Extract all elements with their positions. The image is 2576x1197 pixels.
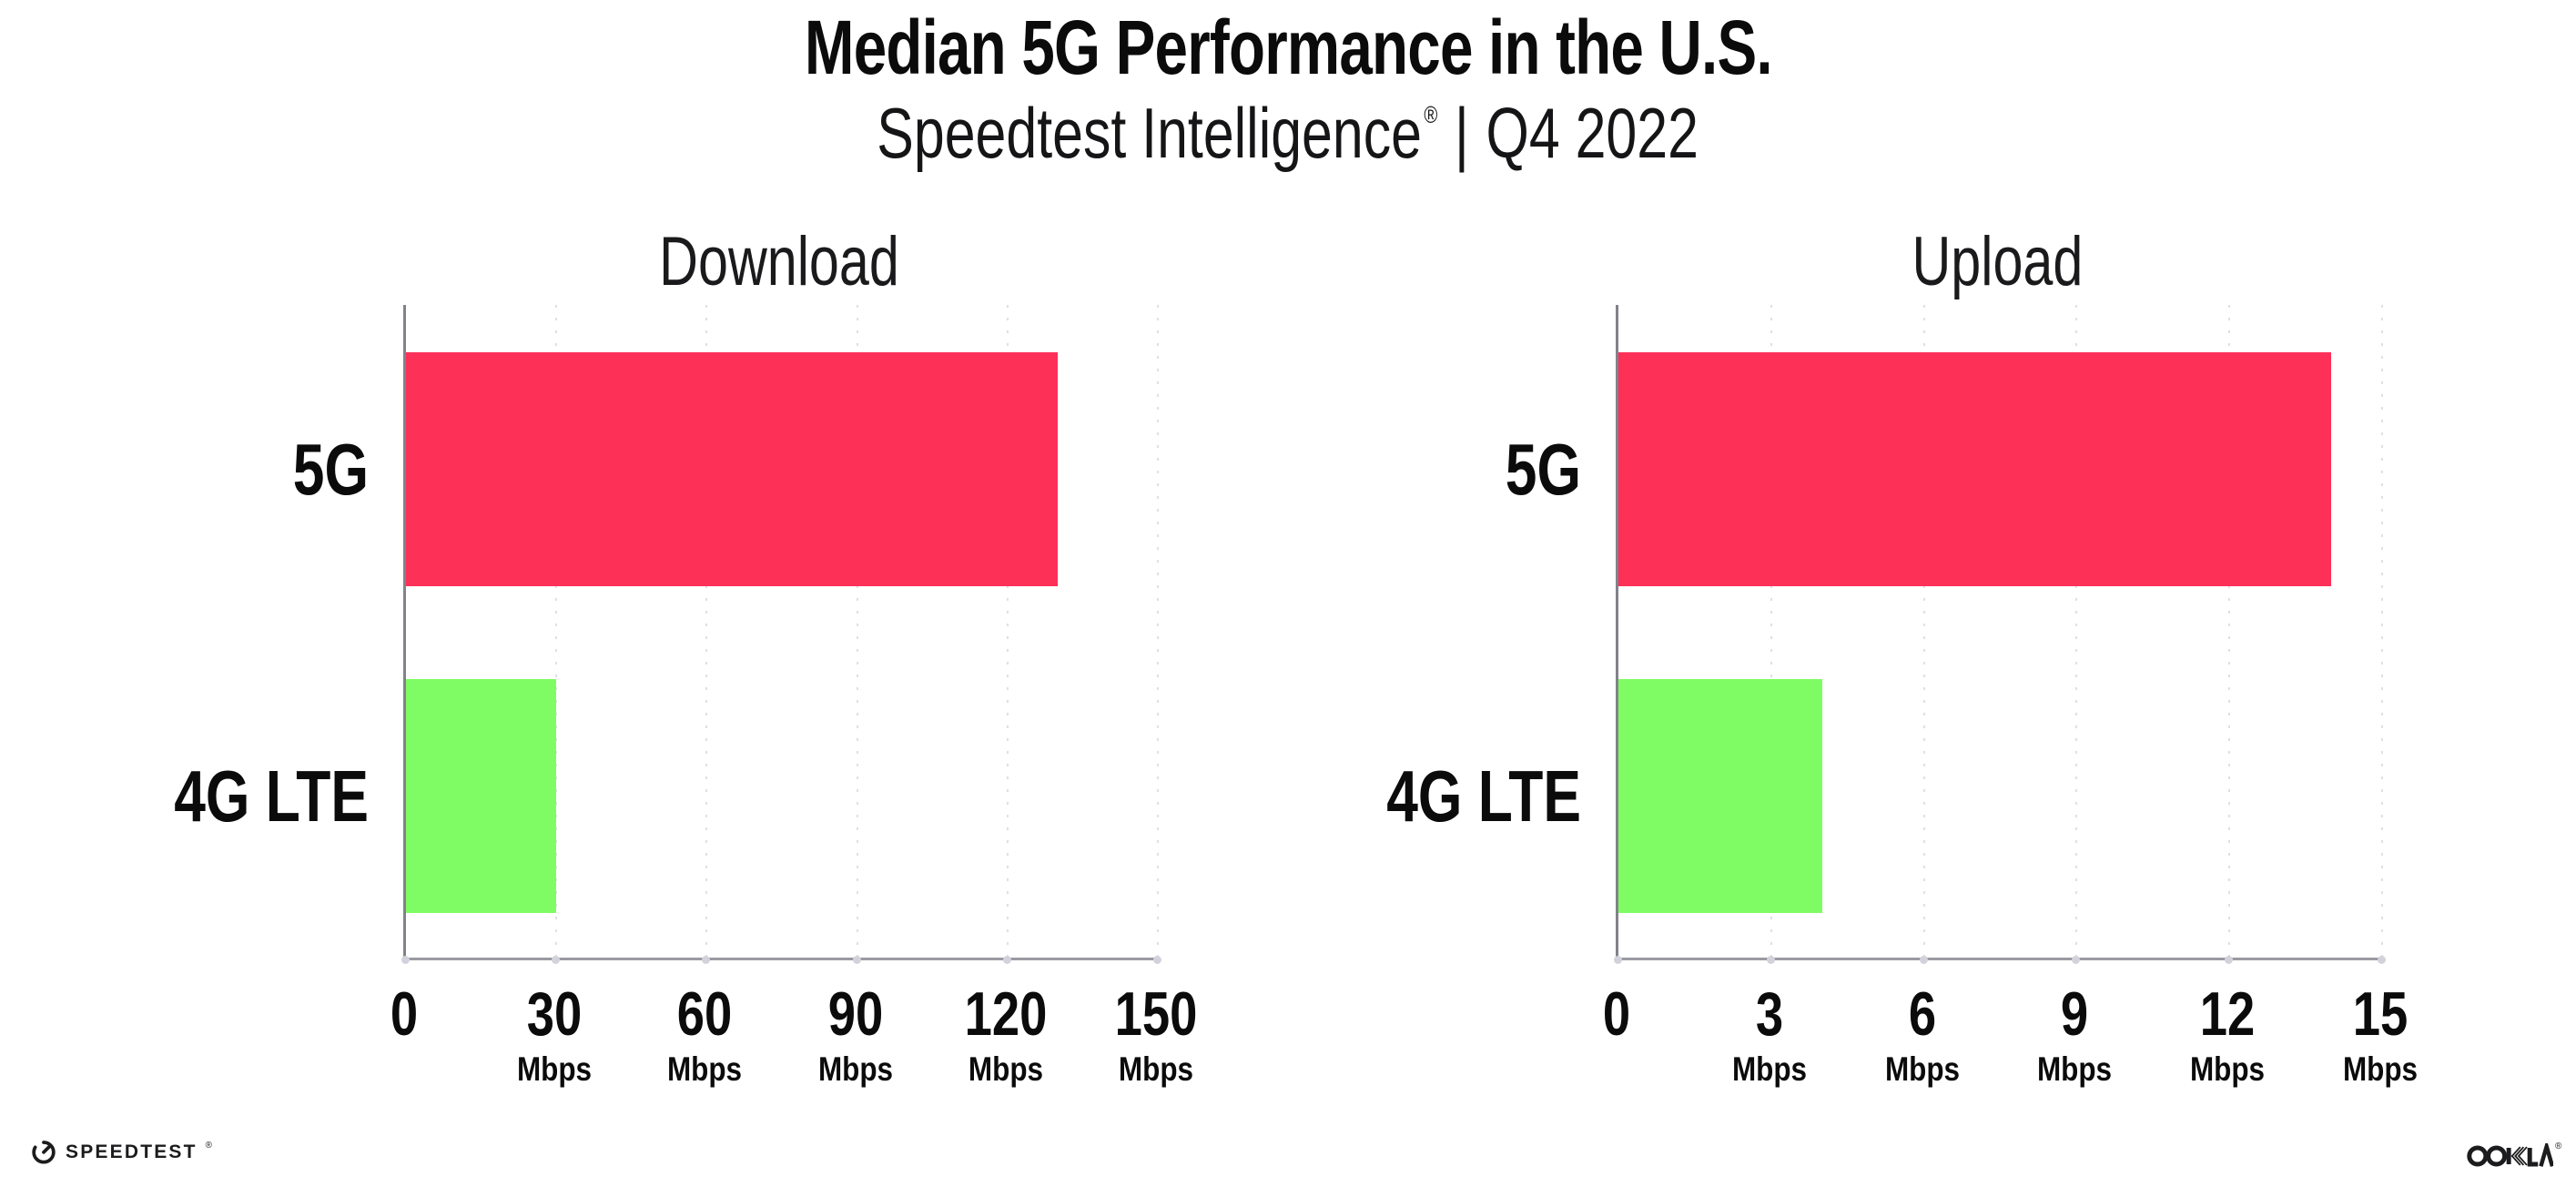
x-tick-unit: Mbps [968,1050,1043,1088]
gridline [1006,305,1009,958]
upload-chart-title: Upload [1912,223,2084,300]
x-tick-unit: Mbps [2037,1050,2113,1088]
registered-trademark-symbol: ® [1424,101,1438,128]
axis-tick-dot [1153,956,1161,964]
upload-x-axis: 0 3 Mbps 6 Mbps 9 Mbps 12 Mbps 15 Mbps [1603,983,2418,1111]
axis-tick-dot [552,956,561,964]
x-tick-unit: Mbps [2342,1050,2419,1088]
x-tick-unit: Mbps [817,1050,893,1088]
axis-tick-dot [1002,956,1011,964]
speedtest-logo: SPEEDTEST ® [30,1138,212,1165]
x-tick-label: 9 Mbps [2031,983,2119,1086]
axis-tick-dot [401,956,410,964]
speedtest-wordmark: SPEEDTEST [66,1141,198,1162]
category-label: 5G [292,428,369,510]
download-chart-title: Download [659,223,899,300]
upload-category-labels: 5G 4G LTE [1240,305,1581,958]
upload-plot-area [1614,305,2386,964]
gridline [856,305,858,958]
x-tick-value: 60 [677,979,733,1049]
x-tick-value: 0 [1602,979,1631,1049]
x-tick-label: 15 Mbps [2337,983,2425,1086]
download-category-labels: 5G 4G LTE [27,305,369,958]
x-tick-unit: Mbps [1731,1050,1807,1088]
axis-tick-dot [702,956,711,964]
axis-tick-dot [1919,956,1928,964]
x-tick-value: 120 [964,979,1048,1049]
x-tick-unit: Mbps [517,1050,593,1088]
axis-tick-dot [1614,956,1622,964]
page-subtitle-text: Speedtest Intelligence® | Q4 2022 [877,93,1699,175]
x-tick-value: 12 [2199,979,2256,1049]
subtitle-period: Q4 2022 [1486,93,1699,173]
axis-tick-dot [2225,956,2234,964]
category-label: 4G LTE [174,755,369,837]
bar-4g-lte [406,679,557,913]
ookla-registered-mark: ® [2555,1141,2562,1151]
x-tick-label: 0 [1599,983,1634,1045]
x-tick-unit: Mbps [1118,1050,1194,1088]
x-tick-value: 90 [827,979,883,1049]
download-x-axis: 0 30 Mbps 60 Mbps 90 Mbps 120 Mbps 150 Mbps [390,983,1198,1111]
x-tick-label: 6 Mbps [1878,983,1966,1086]
x-tick-label: 0 [387,983,421,1045]
x-tick-label: 12 Mbps [2184,983,2272,1086]
ookla-logo: OOKLA ® [2467,1141,2562,1169]
x-tick-unit: Mbps [2190,1050,2266,1088]
x-tick-label: 90 Mbps [811,983,899,1086]
gridline [2075,305,2078,958]
x-tick-label: 120 Mbps [954,983,1057,1086]
page-title: Median 5G Performance in the U.S. [0,9,2576,86]
bar-5g [406,352,1058,586]
bar-5g [1618,352,2332,586]
gridline [705,305,708,958]
x-tick-value: 150 [1114,979,1198,1049]
ookla-wordmark-icon [2467,1143,2553,1167]
x-tick-value: 3 [1755,979,1783,1049]
x-tick-label: 30 Mbps [511,983,599,1086]
x-tick-value: 30 [526,979,583,1049]
gridline [1157,305,1159,958]
x-tick-value: 6 [1908,979,1936,1049]
x-tick-value: 0 [390,979,419,1049]
gridline [555,305,558,958]
category-label: 4G LTE [1386,755,1581,837]
x-tick-unit: Mbps [667,1050,743,1088]
gridline [2228,305,2231,958]
axis-tick-dot [2072,956,2081,964]
gauge-icon [32,1141,56,1164]
axis-tick-dot [1766,956,1775,964]
gridline [1770,305,1772,958]
axis-tick-dot [2378,956,2386,964]
gridline [2381,305,2383,958]
gridline [1922,305,1925,958]
speedtest-registered-mark: ® [205,1140,213,1151]
page-title-text: Median 5G Performance in the U.S. [804,5,1773,90]
x-tick-label: 150 Mbps [1104,983,1207,1086]
x-tick-label: 3 Mbps [1725,983,1813,1086]
subtitle-product: Speedtest Intelligence [877,93,1423,173]
category-label: 5G [1505,428,1581,510]
x-tick-value: 9 [2061,979,2089,1049]
x-tick-label: 60 Mbps [661,983,749,1086]
page-subtitle: Speedtest Intelligence® | Q4 2022 [0,93,2576,175]
x-tick-value: 15 [2352,979,2409,1049]
subtitle-separator: | [1455,93,1470,173]
x-tick-unit: Mbps [1884,1050,1960,1088]
download-plot-area [401,305,1161,964]
axis-tick-dot [852,956,861,964]
bar-4g-lte [1618,679,1822,913]
